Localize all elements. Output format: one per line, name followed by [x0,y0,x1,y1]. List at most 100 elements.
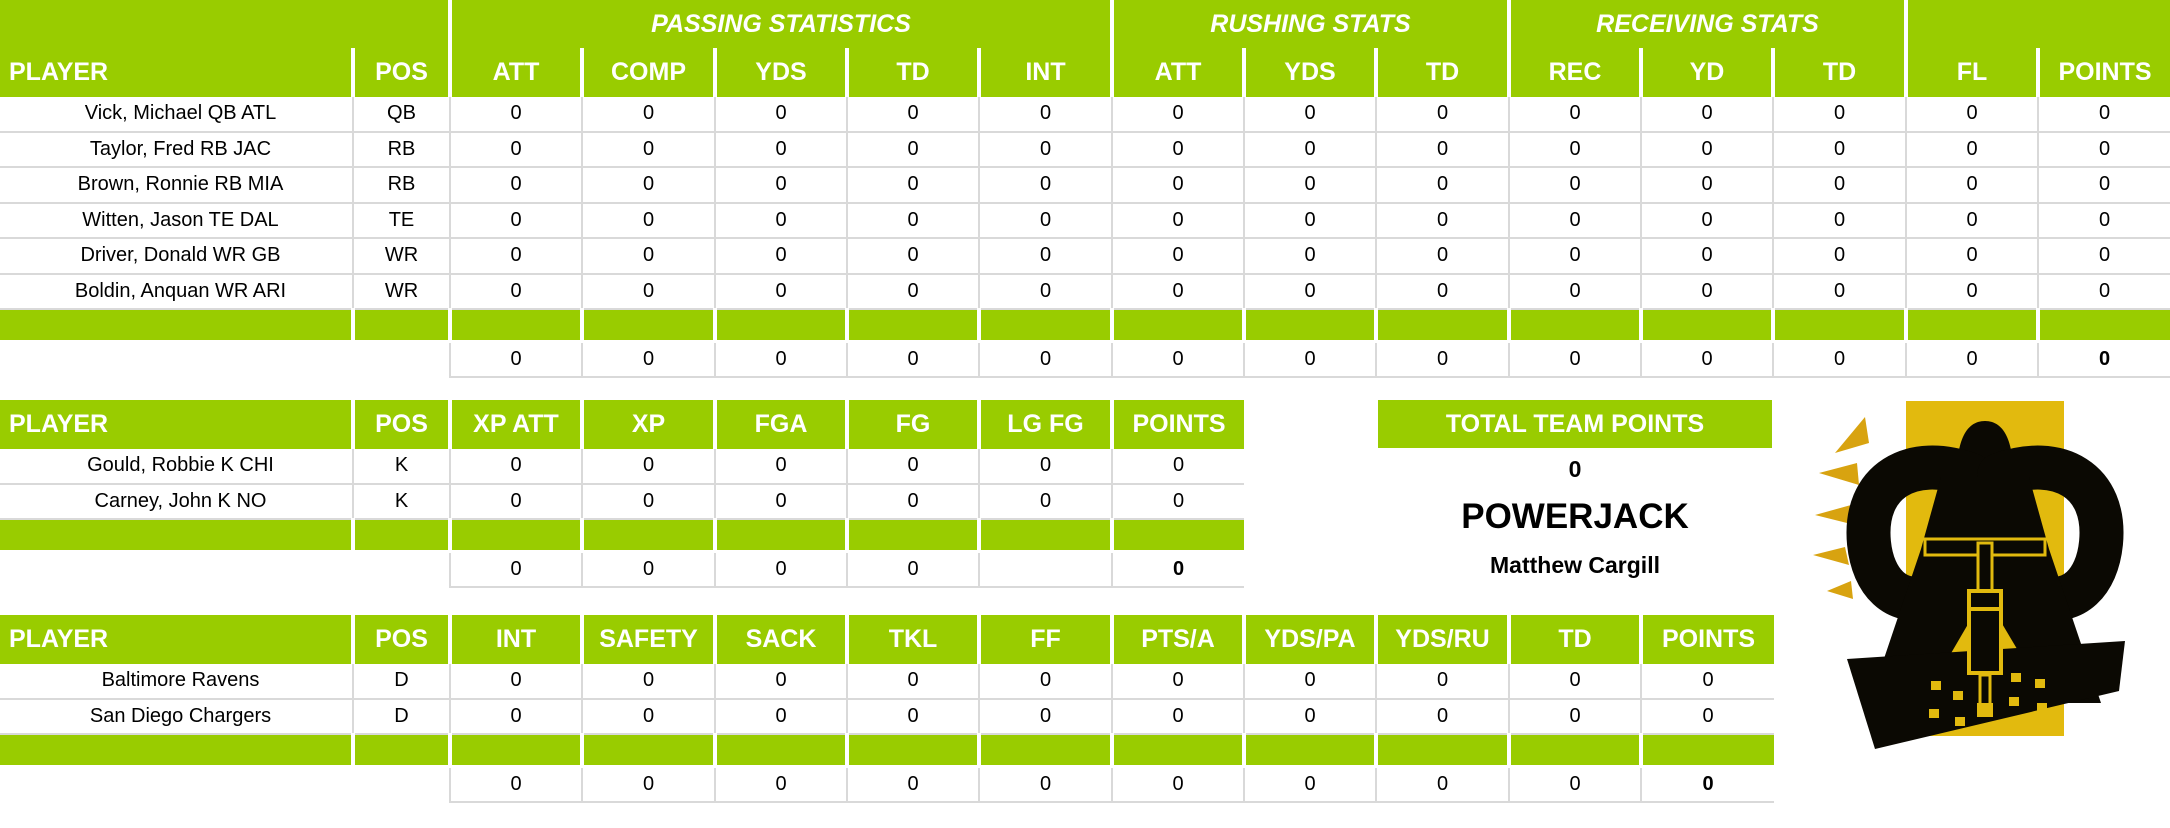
stat-cell: 0 [846,131,979,168]
stat-cell: 0 [449,238,582,275]
receiving-stats-group-header: RECEIVING STATS [1506,0,1907,48]
stat-cell: 0 [1375,131,1509,168]
total-cell: 0 [714,551,847,588]
total-cell: 0 [1243,341,1376,378]
rushing-stats-group-header: RUSHING STATS [1110,0,1509,48]
column-header-pos: POS [351,615,450,664]
total-cell: 0 [1375,341,1509,378]
offense-player-row: Vick, Michael QB ATL QB 0 0 0 0 0 0 0 0 … [0,97,2170,133]
stat-cell: 0 [846,202,979,239]
stat-cell: 0 [1111,698,1244,735]
total-team-points-value: 0 [1568,456,1582,482]
stat-cell: 0 [1640,202,1773,239]
pos-cell: TE [352,202,450,239]
stat-cell: 0 [1508,131,1641,168]
player-name-cell: Witten, Jason TE DAL [0,202,353,239]
stat-cell: 0 [1375,698,1509,735]
pos-cell: D [352,664,450,700]
total-cell: 0 [1375,766,1509,803]
stat-cell: 0 [1771,273,1907,310]
stat-cell: 0 [1375,97,1509,133]
stat-cell: 0 [714,202,847,239]
stat-cell: 0 [1243,664,1376,700]
offense-player-row: Brown, Ronnie RB MIA RB 0 0 0 0 0 0 0 0 … [0,167,2170,204]
stat-cell: 0 [978,273,1112,310]
stat-cell: 0 [978,202,1112,239]
stat-cell: 0 [1508,202,1641,239]
column-header-points: POINTS [1110,400,1244,449]
stat-cell: 0 [1640,167,1773,204]
stat-cell: 0 [2037,273,2170,310]
stat-cell: 0 [449,202,582,239]
player-name-cell: Vick, Michael QB ATL [0,97,353,133]
stat-cell: 0 [581,238,715,275]
stat-cell: 0 [449,483,582,520]
stat-cell: 0 [449,131,582,168]
total-cell: 0 [846,341,979,378]
kicker-player-row: Gould, Robbie K CHI K 0 0 0 0 0 0 [0,449,1244,485]
stat-cell: 0 [714,664,847,700]
stat-cell: 0 [714,483,847,520]
defense-totals-row: 0 0 0 0 0 0 0 0 0 0 [0,766,1774,803]
stat-cell: 0 [1771,97,1907,133]
stat-cell: 0 [1905,273,2039,310]
stat-cell: 0 [2037,167,2170,204]
stat-cell: 0 [1508,238,1641,275]
stat-cell: 0 [1640,97,1773,133]
stat-cell: 0 [1375,664,1509,700]
total-cell: 0 [449,766,582,803]
passing-stats-group-header: PASSING STATISTICS [448,0,1112,48]
stat-cell: 0 [1243,97,1376,133]
defense-stats-table: PLAYER POS INT SAFETY SACK TKL FF PTS/A … [0,615,1774,803]
player-name-cell: Boldin, Anquan WR ARI [0,273,353,310]
spark-marks [1813,417,1869,599]
offense-player-row: Witten, Jason TE DAL TE 0 0 0 0 0 0 0 0 … [0,202,2170,239]
total-cell: 0 [714,341,847,378]
total-cell: 0 [581,551,715,588]
total-cell [978,551,1112,588]
stat-cell: 0 [1508,664,1641,700]
stat-cell: 0 [449,167,582,204]
column-header-rec: REC [1507,48,1641,97]
column-header-rec-td: TD [1770,48,1907,97]
kicker-totals-row: 0 0 0 0 0 [0,551,1244,588]
stat-cell: 0 [1243,202,1376,239]
stat-cell: 0 [846,167,979,204]
stat-cell: 0 [581,202,715,239]
stat-cell: 0 [1771,202,1907,239]
column-header-pos: POS [351,48,450,97]
total-cell: 0 [1905,341,2039,378]
kicker-stats-table: PLAYER POS XP ATT XP FGA FG LG FG POINTS… [0,400,1244,588]
stat-cell: 0 [714,449,847,485]
stat-cell: 0 [1243,167,1376,204]
stat-cell: 0 [581,698,715,735]
stat-cell: 0 [978,238,1112,275]
total-team-points-header: TOTAL TEAM POINTS [1378,400,1772,448]
stat-cell: 0 [1111,449,1244,485]
pos-cell: QB [352,97,450,133]
owner-name: Matthew Cargill [1490,552,1660,578]
column-header-pts-a: PTS/A [1110,615,1244,664]
stat-cell: 0 [1508,698,1641,735]
offense-totals-row: 0 0 0 0 0 0 0 0 0 0 0 0 0 [0,341,2170,378]
column-header-points: POINTS [2036,48,2170,97]
stat-cell: 0 [714,273,847,310]
column-header-rec-yd: YD [1639,48,1773,97]
stat-cell: 0 [581,97,715,133]
stat-cell: 0 [1905,131,2039,168]
stat-cell: 0 [714,131,847,168]
column-header-fl: FL [1904,48,2039,97]
offense-header-spacer-right [1904,0,2170,48]
player-name-cell: Carney, John K NO [0,483,353,520]
stat-cell: 0 [581,483,715,520]
total-cell: 0 [1111,341,1244,378]
total-points-cell: 0 [1640,766,1774,803]
stat-cell: 0 [1905,202,2039,239]
column-header-sack: SACK [713,615,847,664]
stat-cell: 0 [1243,238,1376,275]
stat-cell: 0 [581,664,715,700]
stat-cell: 0 [1111,664,1244,700]
column-header-pass-int: INT [977,48,1112,97]
jackhammer-worker-clipart [1813,393,2145,755]
